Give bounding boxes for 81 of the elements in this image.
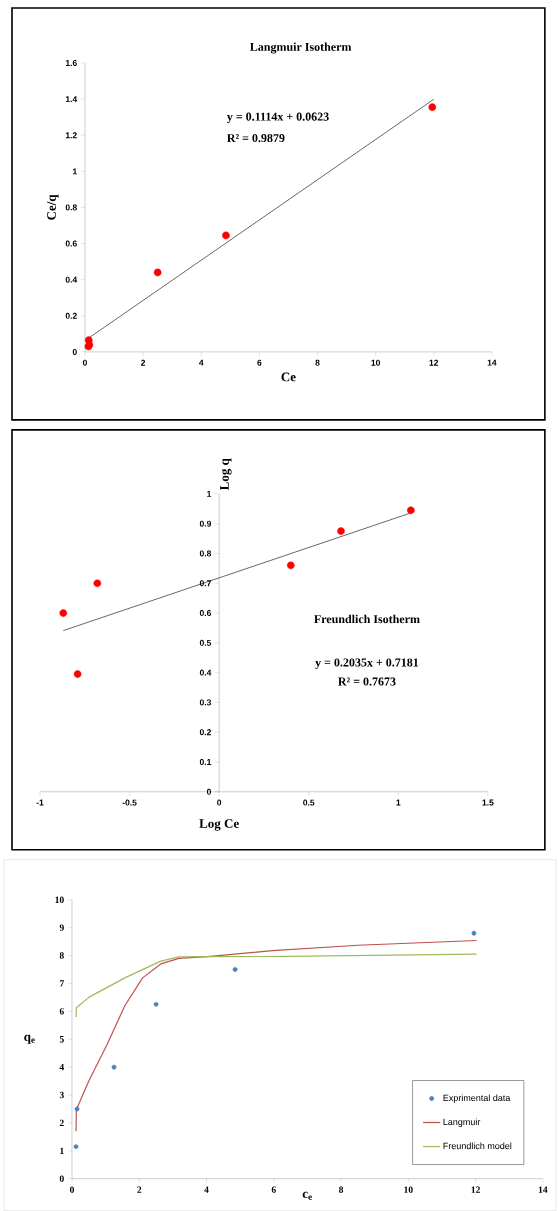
y-tick-label: 0.4	[65, 276, 78, 283]
point	[287, 561, 295, 570]
x-tick-label: 8	[339, 1186, 344, 1193]
y-tick-label: 0	[59, 1175, 64, 1182]
y-tick-label: 0.2	[199, 729, 212, 736]
annotation: y = 0.1114x + 0.0623	[227, 112, 329, 124]
y-tick-label: 5	[59, 1036, 64, 1043]
legend-label: Freundlich model	[443, 1142, 512, 1150]
y-tick-label: 0.2	[65, 312, 77, 319]
y-tick-label: 1	[73, 168, 77, 175]
y-tick-label: 0.4	[199, 669, 212, 676]
line-series	[75, 953, 478, 1018]
y-tick-label: 1	[207, 490, 212, 497]
x-tick-label: 0	[83, 359, 88, 366]
y-tick-label: 2	[59, 1119, 64, 1127]
y-tick-label: 0.8	[199, 550, 212, 557]
point	[232, 967, 238, 972]
y-tick-label: 0	[207, 788, 212, 795]
x-tick-label: 2	[137, 1186, 142, 1193]
y-tick-label: 1.4	[65, 96, 78, 103]
y-tick-label: 4	[59, 1064, 65, 1071]
x-tick-label: 0.5	[303, 799, 315, 806]
point	[222, 231, 230, 240]
y-tick-label: 0.8	[65, 204, 77, 211]
x-tick-label: -0.5	[122, 799, 137, 806]
x-tick-label: 0	[217, 799, 222, 806]
x-axis-title: c$_{e}$	[302, 1191, 312, 1200]
point	[407, 506, 415, 515]
y-tick-label: 9	[59, 924, 64, 931]
y-tick-label: 8	[59, 952, 64, 959]
y-tick-label: 1	[60, 1147, 64, 1154]
y-tick-label: 3	[59, 1091, 64, 1099]
x-tick-label: 1	[396, 799, 401, 806]
y-tick-label: 7	[60, 980, 65, 987]
legend-label: Langmuir	[443, 1118, 481, 1127]
point	[73, 670, 82, 678]
y-tick-label: 0.9	[199, 520, 212, 527]
x-tick-label: 2	[141, 359, 146, 366]
y-tick-label: 0.1	[199, 759, 212, 765]
y-tick-label: 0.6	[199, 610, 212, 617]
x-tick-label: 14	[487, 359, 497, 366]
annotation: R² = 0.7673	[338, 677, 396, 686]
point	[153, 268, 162, 277]
point	[59, 609, 68, 617]
x-tick-label: 1.5	[482, 799, 494, 806]
y-tick-label: 0.7	[199, 580, 212, 587]
point	[337, 527, 345, 535]
y-tick-label: 0.3	[199, 699, 212, 706]
x-tick-label: 8	[315, 359, 320, 366]
y-tick-label: 1.6	[65, 59, 77, 66]
x-tick-label: 12	[429, 359, 439, 366]
legend-label: Exprimental data	[443, 1094, 511, 1103]
annotation: R² = 0.9879	[227, 134, 285, 143]
x-tick-label: 14	[538, 1186, 548, 1193]
point	[73, 1144, 79, 1150]
y-axis-title: Log q	[220, 458, 232, 491]
point	[428, 103, 437, 112]
y-axis-title: q$_{e}$	[24, 1034, 35, 1044]
point	[93, 579, 102, 588]
x-axis-title: Ce	[281, 372, 296, 382]
x-axis-title: Log Ce	[199, 819, 239, 831]
x-tick-label: 12	[471, 1186, 480, 1193]
x-tick-label: 6	[271, 1186, 276, 1193]
y-tick-label: 0.6	[65, 240, 77, 247]
y-tick-label: 0.5	[199, 639, 212, 646]
point	[74, 1106, 80, 1112]
point	[471, 930, 477, 936]
text: Freundlich Isotherm	[314, 614, 420, 624]
y-tick-label: 0	[72, 348, 77, 355]
y-tick-label: 10	[55, 896, 64, 903]
chart-title: Langmuir Isotherm	[250, 42, 352, 54]
y-tick-label: 1.2	[65, 132, 77, 139]
point	[111, 1064, 117, 1070]
y-tick-label: 6	[59, 1008, 64, 1015]
point	[153, 1001, 159, 1007]
y-axis-title: Ce/q	[47, 194, 59, 220]
x-tick-label: -1	[36, 799, 44, 806]
x-tick-label: 10	[371, 359, 381, 366]
annotation: y = 0.2035x + 0.7181	[315, 658, 419, 669]
x-tick-label: 10	[404, 1186, 413, 1193]
x-tick-label: 6	[257, 359, 262, 366]
